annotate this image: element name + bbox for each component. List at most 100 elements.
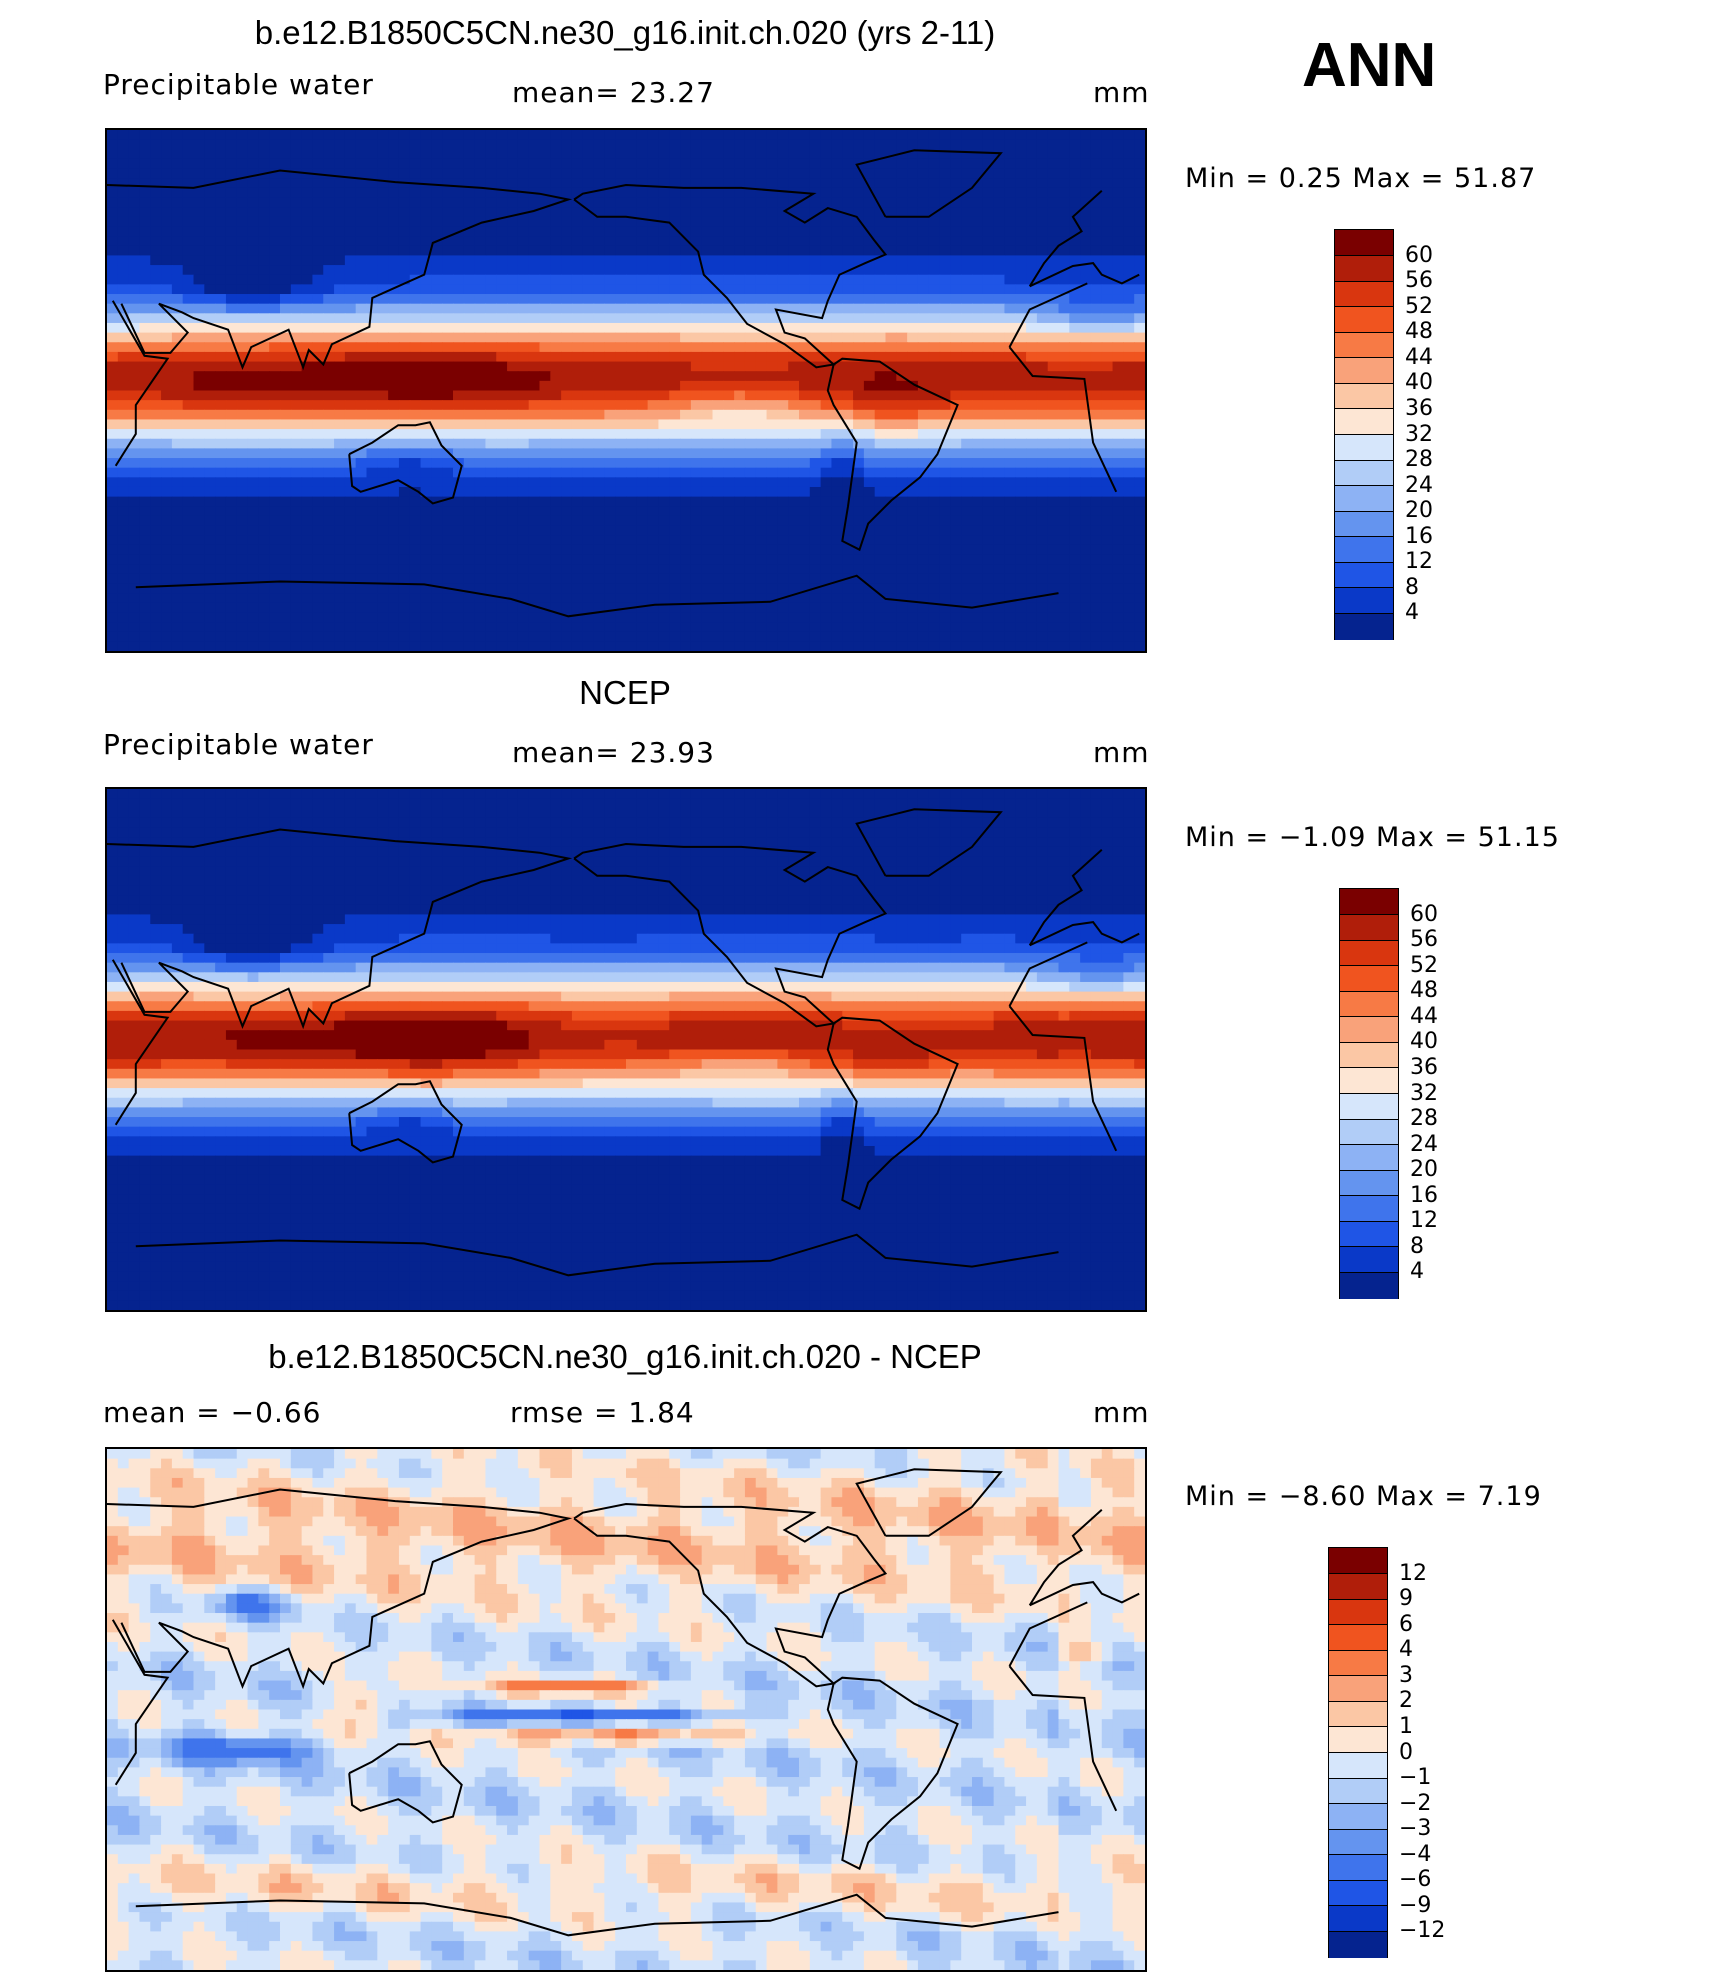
map-cell [777, 255, 789, 266]
map-cell [1036, 496, 1049, 507]
map-cell [442, 448, 454, 459]
map-cell [398, 438, 411, 449]
map-cell [896, 593, 908, 604]
map-cell [139, 458, 151, 469]
map-cell [993, 593, 1006, 604]
map-cell [1058, 313, 1070, 324]
map-cell [1015, 593, 1027, 604]
map-cell [734, 351, 746, 363]
map-cell [139, 573, 151, 585]
map-cell [1047, 390, 1060, 401]
map-cell [680, 226, 692, 237]
map-cell [290, 236, 303, 247]
map-cell [755, 496, 768, 507]
map-cell [161, 187, 173, 199]
map-cell [928, 158, 941, 170]
map-cell [993, 506, 1006, 517]
map-cell [1036, 544, 1049, 556]
map-cell [161, 535, 173, 546]
map-cell [247, 419, 259, 430]
map-cell [961, 178, 973, 189]
map-cell [550, 496, 562, 507]
map-cell [701, 564, 714, 575]
map-cell [550, 554, 562, 565]
map-cell [193, 294, 205, 305]
map-cell [701, 158, 714, 170]
map-cell [744, 274, 757, 285]
map-cell [301, 313, 314, 324]
map-cell [626, 197, 638, 208]
map-cell [669, 583, 681, 594]
map-cell [1134, 351, 1145, 363]
map-cell [669, 139, 681, 150]
map-cell [409, 515, 422, 527]
map-cell [561, 284, 573, 295]
panel-1-map [105, 128, 1147, 653]
map-cell [463, 351, 476, 363]
map-cell [409, 313, 422, 324]
map-cell [1112, 139, 1124, 150]
map-cell [388, 583, 400, 594]
map-cell [809, 612, 822, 623]
map-cell [161, 178, 173, 189]
map-cell [1026, 525, 1038, 536]
map-cell [150, 458, 162, 469]
map-cell [701, 139, 714, 150]
map-cell [972, 178, 984, 189]
map-cell [171, 380, 184, 392]
map-cell [517, 486, 530, 498]
map-cell [236, 467, 249, 478]
map-cell [571, 322, 584, 334]
map-cell [528, 216, 541, 228]
map-cell [312, 573, 324, 585]
map-cell [723, 448, 735, 459]
map-cell [355, 496, 368, 507]
map-cell [128, 564, 141, 575]
map-cell [853, 265, 865, 276]
map-cell [809, 593, 822, 604]
map-cell [117, 477, 130, 488]
map-cell [398, 467, 411, 478]
map-cell [561, 573, 573, 585]
map-cell [863, 458, 876, 469]
map-cell [853, 294, 865, 305]
map-cell [474, 274, 487, 285]
map-cell [982, 342, 995, 353]
map-cell [485, 409, 497, 421]
map-cell [626, 255, 638, 266]
map-cell [993, 467, 1006, 478]
map-cell [1069, 486, 1081, 498]
map-cell [1101, 409, 1114, 421]
map-cell [258, 139, 270, 150]
map-cell [485, 274, 497, 285]
map-cell [128, 612, 141, 623]
map-cell [874, 274, 887, 285]
map-cell [463, 274, 476, 285]
map-cell [604, 409, 616, 421]
map-cell [442, 409, 454, 421]
map-cell [582, 622, 595, 633]
map-cell [723, 496, 735, 507]
map-cell [896, 294, 908, 305]
map-cell [280, 506, 292, 517]
map-cell [1026, 322, 1038, 334]
map-cell [1026, 158, 1038, 170]
map-cell [799, 371, 811, 382]
map-cell [1069, 496, 1081, 507]
map-cell [1112, 477, 1124, 488]
map-cell [507, 409, 519, 421]
map-cell [398, 400, 411, 411]
map-cell [388, 187, 400, 199]
map-cell [928, 187, 941, 199]
map-cell [842, 274, 854, 285]
map-cell [171, 149, 184, 160]
map-cell [204, 583, 216, 594]
map-cell [885, 139, 897, 150]
map-cell [344, 554, 357, 565]
map-cell [215, 361, 227, 372]
map-cell [431, 197, 443, 208]
map-cell [701, 486, 714, 498]
map-cell [247, 467, 259, 478]
map-cell [431, 544, 443, 556]
map-cell [507, 438, 519, 449]
